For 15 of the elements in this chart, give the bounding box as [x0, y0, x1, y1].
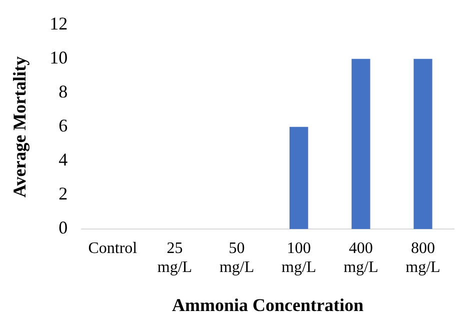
y-tick-label: 12	[50, 14, 68, 34]
x-tick-label: 400 mg/L	[344, 240, 378, 276]
y-tick-label: 0	[58, 218, 68, 238]
x-tick-label: 800 mg/L	[406, 240, 440, 276]
y-tick-label: 6	[58, 116, 68, 136]
x-tick-label: Control	[88, 240, 138, 257]
x-axis-title: Ammonia Concentration	[172, 294, 364, 315]
y-tick-label: 8	[58, 82, 68, 102]
x-tick-label: 100 mg/L	[281, 240, 316, 276]
y-tick-label: 4	[58, 150, 68, 170]
x-tick-label: 50 mg/L	[219, 240, 254, 276]
y-axis-title: Average Mortality	[9, 56, 30, 198]
x-tick-label: 25 mg/L	[157, 240, 192, 276]
y-tick-label: 10	[50, 48, 68, 68]
y-tick-label: 2	[58, 184, 68, 204]
